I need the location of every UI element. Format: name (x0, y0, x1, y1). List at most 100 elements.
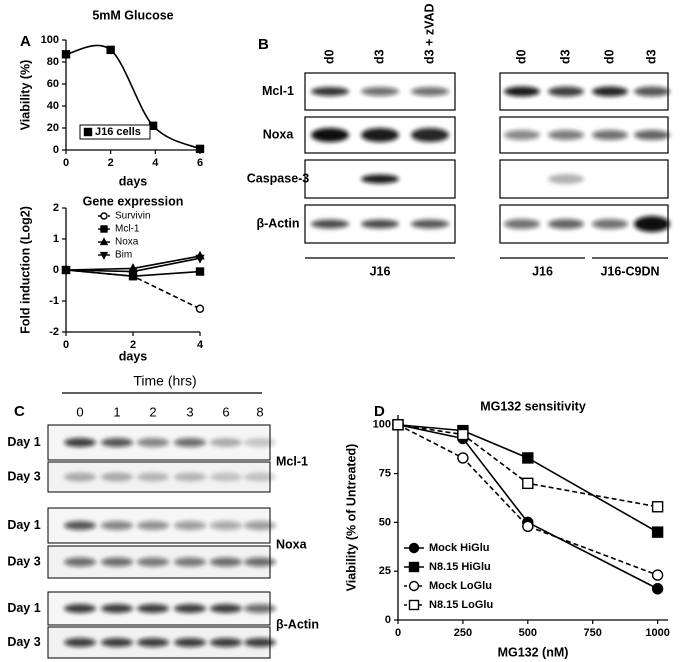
lane-label: 2 (149, 404, 156, 419)
band (548, 174, 584, 184)
y-axis-label: Viability (% of Untreated) (344, 444, 358, 592)
band (101, 521, 133, 530)
row-label: Day 3 (7, 469, 40, 483)
row-label: β-Actin (256, 216, 299, 230)
band (64, 472, 96, 482)
marker (106, 45, 115, 55)
band (64, 438, 96, 447)
band (411, 219, 449, 229)
band (592, 86, 628, 97)
marker (195, 254, 205, 264)
y-tick-label: 100 (41, 34, 59, 46)
band (361, 174, 399, 184)
marker (61, 266, 71, 276)
marker (100, 212, 108, 220)
band (634, 86, 670, 97)
marker (83, 127, 93, 137)
legend-label: Mock LoGlu (429, 580, 492, 592)
marker (61, 50, 71, 59)
band (137, 557, 169, 567)
y-tick-label: 0 (53, 264, 59, 276)
y-tick-label: 40 (47, 100, 59, 112)
row-label: Day 1 (7, 518, 40, 532)
legend-label: N8.15 LoGlu (429, 599, 493, 611)
legend-label: N8.15 HiGlu (429, 561, 491, 573)
x-tick-label: 500 (519, 627, 537, 639)
legend-label: J16 cells (95, 126, 141, 138)
y-tick-label: 60 (47, 78, 59, 90)
marker (651, 583, 664, 595)
x-tick-label: 250 (454, 627, 472, 639)
panel-label: B (258, 36, 269, 53)
band (361, 87, 399, 96)
group-label: J16 (532, 264, 553, 278)
row-label: Mcl-1 (262, 84, 294, 98)
lane-label: d3 + zVAD (422, 3, 436, 64)
band (210, 557, 242, 567)
band (311, 219, 349, 229)
band (244, 638, 276, 647)
marker (457, 452, 469, 464)
band (210, 438, 242, 447)
lane-label: 3 (186, 404, 193, 419)
band (411, 87, 449, 96)
band (244, 472, 276, 482)
y-axis-label: Fold induction (Log2) (18, 206, 32, 334)
marker (148, 121, 158, 131)
protein-label: Noxa (276, 537, 308, 551)
band (244, 438, 276, 447)
lane-label: 8 (256, 404, 263, 419)
lane-label: d0 (514, 49, 528, 64)
band (210, 604, 242, 613)
marker (99, 251, 109, 260)
band (548, 86, 584, 97)
x-tick-label: 750 (584, 627, 602, 639)
legend-box (79, 124, 151, 140)
band (244, 604, 276, 613)
band (244, 557, 276, 567)
band (548, 219, 584, 229)
band (210, 521, 242, 530)
series-line (397, 423, 658, 508)
marker (408, 542, 420, 554)
legend-label: Survivin (115, 211, 151, 222)
band (592, 219, 628, 229)
group-label: J16 (370, 264, 391, 278)
band (210, 638, 242, 647)
marker (128, 268, 138, 277)
band (137, 604, 169, 613)
x-axis-label: MG132 (nM) (498, 645, 569, 659)
band (411, 128, 449, 142)
y-tick-label: 25 (379, 565, 391, 577)
x-tick-label: 4 (152, 157, 159, 169)
band (101, 604, 133, 613)
chart-title: Gene expression (83, 194, 184, 208)
lane-label: d0 (602, 49, 616, 64)
band (174, 604, 206, 613)
y-tick-label: 100 (373, 419, 391, 431)
band (361, 219, 399, 229)
y-tick-label: -2 (49, 326, 59, 338)
band (64, 557, 96, 567)
marker (408, 561, 420, 573)
band (361, 128, 399, 142)
marker (392, 419, 404, 431)
marker (651, 501, 664, 513)
marker (99, 237, 109, 246)
legend-label: Bim (115, 250, 132, 261)
chart-title: 5mM Glucose (92, 8, 173, 22)
row-label: Day 1 (7, 435, 40, 449)
marker (408, 599, 420, 611)
series-line (397, 423, 658, 590)
x-axis-label: days (119, 174, 148, 188)
panel-label: C (14, 403, 25, 420)
legend-label: Noxa (115, 237, 139, 248)
band (174, 438, 206, 447)
lane-label: 0 (76, 404, 83, 419)
lane-label: 1 (113, 404, 120, 419)
marker (195, 267, 205, 276)
band (311, 87, 349, 96)
legend-label: Mcl-1 (115, 224, 140, 235)
band (174, 638, 206, 647)
